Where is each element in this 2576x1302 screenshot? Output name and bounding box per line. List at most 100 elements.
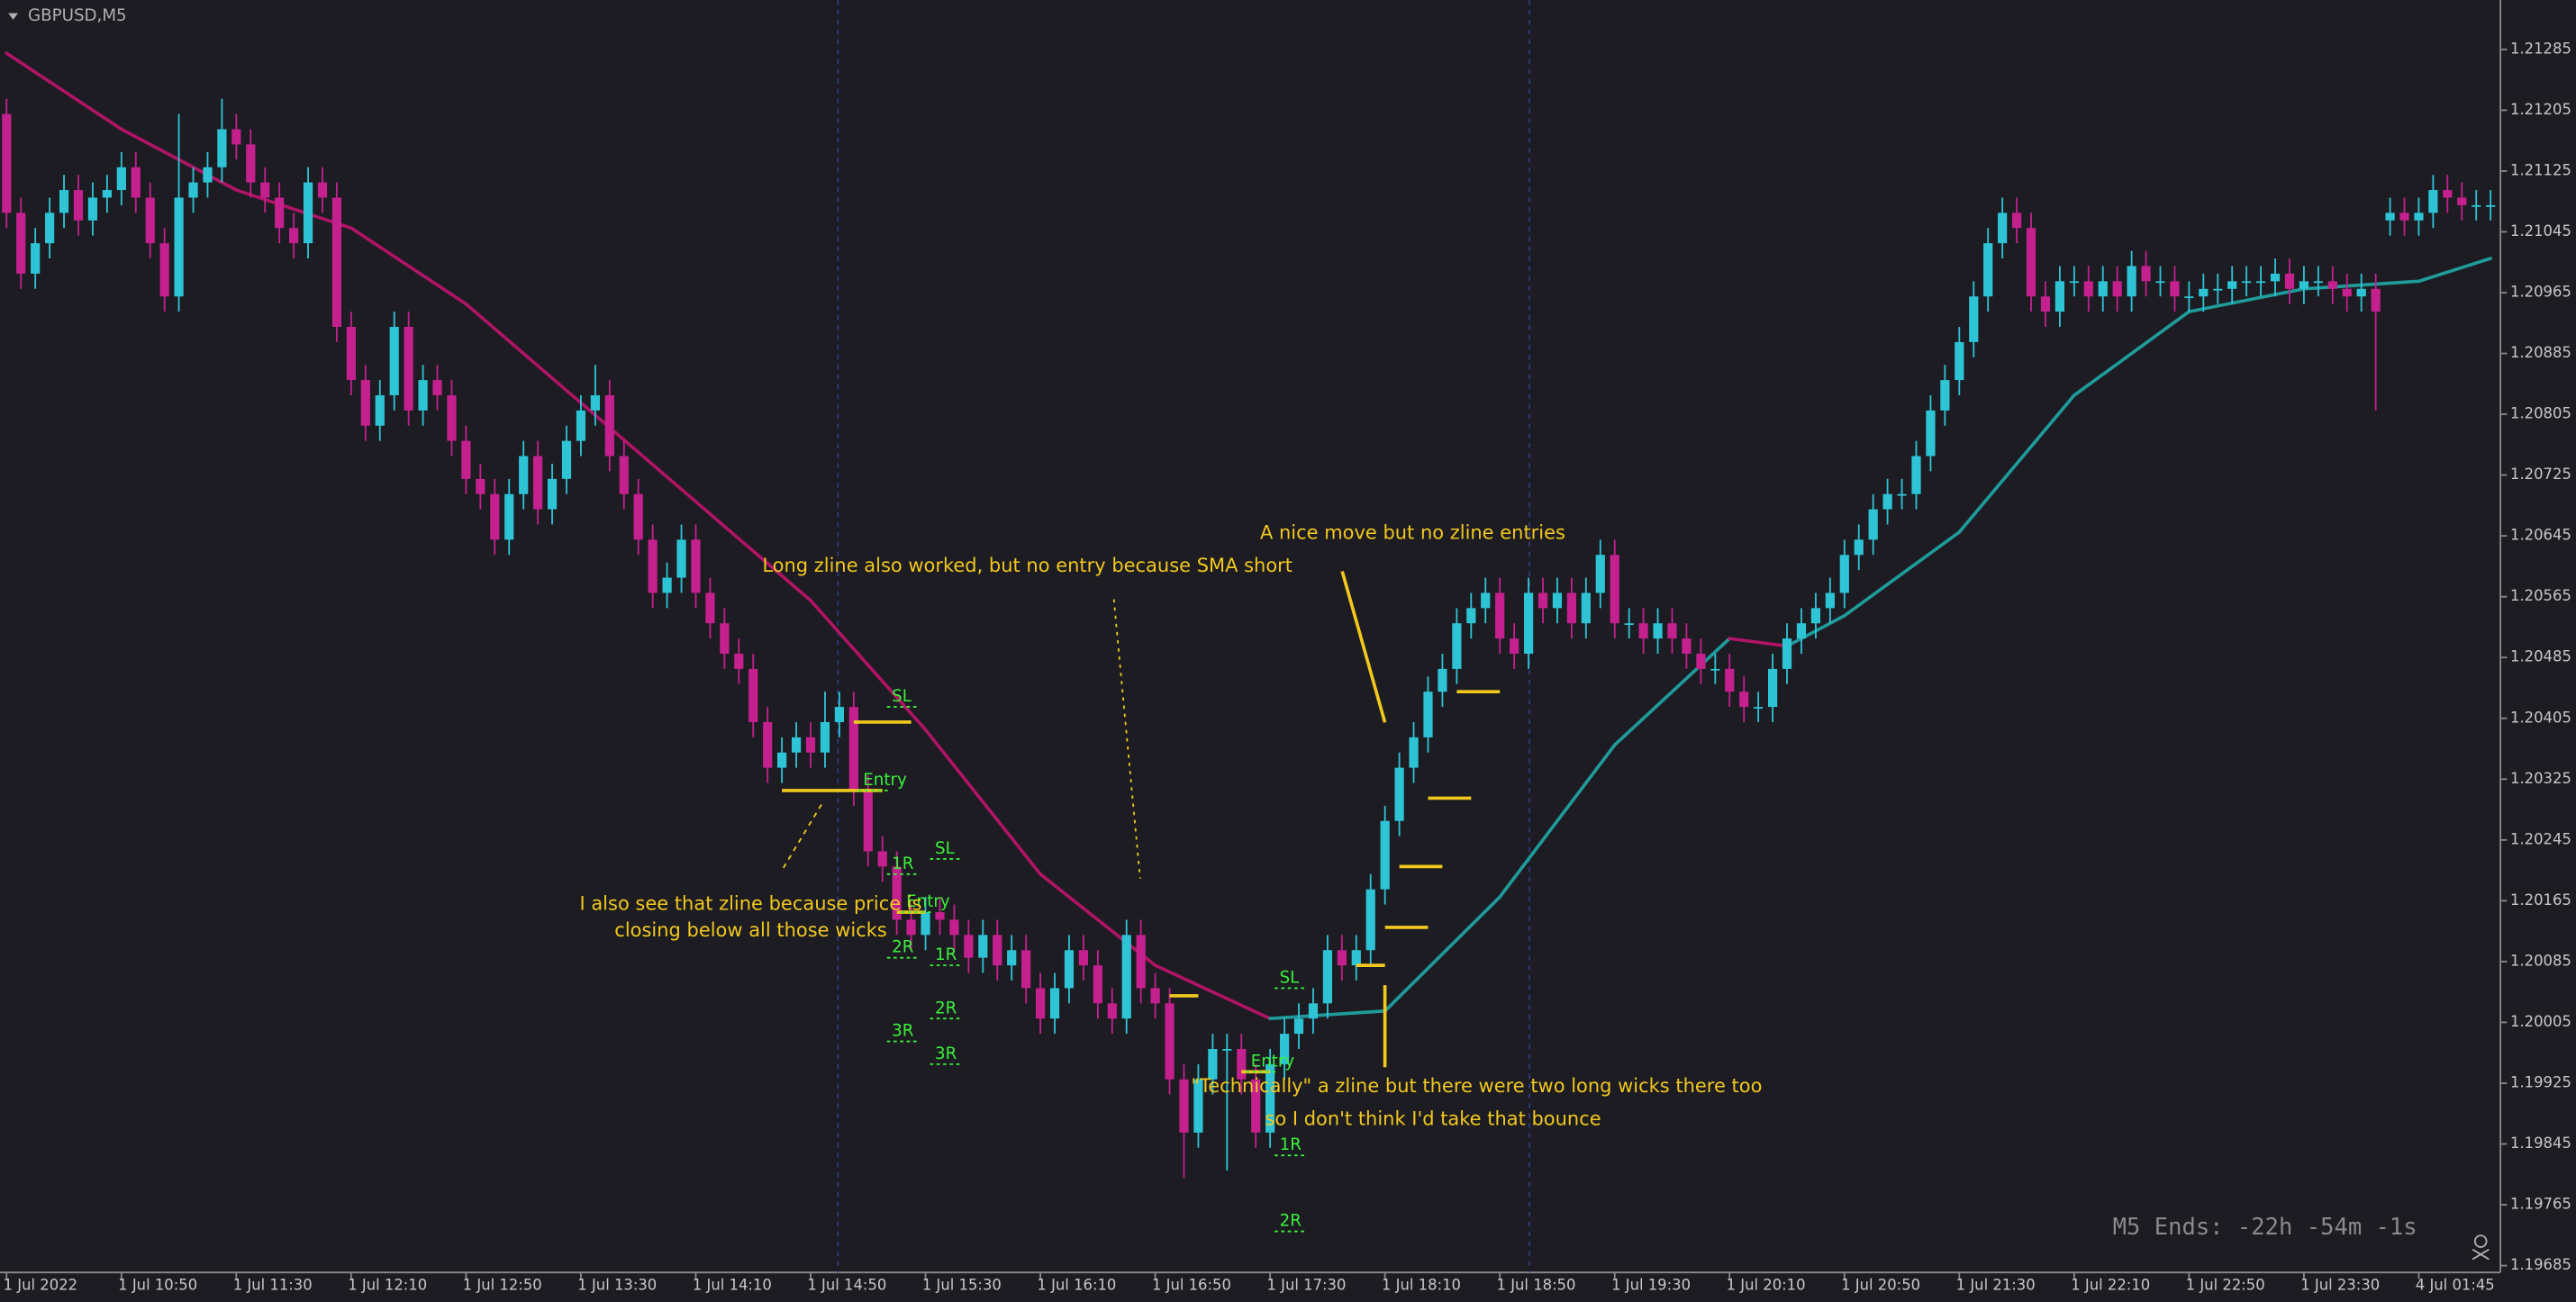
trade-label: 2R — [892, 938, 914, 957]
trade-label: 1R — [892, 854, 914, 873]
candle-body — [1265, 1063, 1275, 1133]
x-tick-label: 1 Jul 18:50 — [1497, 1276, 1576, 1293]
candle-body — [791, 737, 802, 753]
y-tick-label: 1.20085 — [2510, 952, 2571, 969]
candle-body — [1667, 623, 1677, 639]
candle-body — [217, 129, 227, 167]
candle-body — [246, 144, 256, 183]
candle-body — [1293, 1018, 1304, 1035]
candle-body — [1782, 638, 1792, 669]
candle-body — [1510, 638, 1519, 655]
candle-body — [1969, 296, 1979, 342]
candle-body — [604, 394, 614, 457]
candle-body — [906, 919, 916, 936]
candle-body — [935, 912, 945, 920]
x-tick-label: 1 Jul 20:50 — [1841, 1276, 1920, 1293]
candle-body — [1279, 1034, 1290, 1064]
candle-body — [131, 167, 141, 198]
candle-body — [418, 380, 428, 411]
candle-body — [360, 380, 370, 426]
candle-body — [892, 866, 902, 920]
candle-body — [159, 243, 169, 297]
dropdown-icon[interactable] — [8, 13, 19, 20]
trade-label: 1R — [935, 945, 957, 964]
y-tick-label: 1.20325 — [2510, 770, 2571, 787]
x-tick-label: 1 Jul 2022 — [4, 1276, 77, 1293]
x-tick-label: 1 Jul 16:10 — [1037, 1276, 1116, 1293]
y-tick-label: 1.19925 — [2510, 1073, 2571, 1090]
candle-body — [504, 493, 514, 540]
candle-body — [1682, 638, 1692, 655]
annotation-arrow — [1340, 571, 1387, 723]
candle-body — [2026, 228, 2036, 297]
candle-body — [2428, 190, 2438, 213]
candle-body — [1409, 737, 1419, 768]
y-tick-label: 1.20725 — [2510, 466, 2571, 483]
candle-body — [346, 327, 356, 381]
candle-body — [476, 478, 485, 494]
trade-icon[interactable] — [2472, 1234, 2490, 1261]
sma-segment — [923, 728, 1042, 876]
candle-body — [1825, 592, 1835, 609]
sma-segment — [349, 226, 468, 306]
y-tick-label: 1.21285 — [2510, 40, 2571, 57]
candle-body — [820, 721, 830, 753]
y-tick-label: 1.19765 — [2510, 1196, 2571, 1213]
plot-layer: SL Entry 1R SL Entry 2R 1R 2R 3R 3R SL Entry 1R 2R — [2, 51, 2496, 1233]
candle-body — [1035, 988, 1046, 1019]
candle-body — [734, 654, 744, 669]
candle-body — [317, 182, 328, 198]
sma-segment — [2073, 310, 2191, 397]
candle-body — [490, 493, 500, 540]
sma-segment — [1383, 895, 1502, 1013]
candle-body — [2083, 281, 2093, 297]
candle-body — [1911, 456, 1921, 494]
candle-body — [2385, 212, 2395, 221]
y-tick-label: 1.21125 — [2510, 161, 2571, 178]
candle-body — [1495, 592, 1505, 639]
candle-body — [993, 935, 1002, 966]
candle-body — [1581, 592, 1591, 624]
y-tick-label: 1.20885 — [2510, 344, 2571, 361]
candle-body — [561, 440, 572, 479]
candle-body — [1610, 555, 1619, 624]
candle-body — [1624, 623, 1634, 626]
x-tick-label: 1 Jul 12:50 — [463, 1276, 542, 1293]
annotation: I also see that zline because price is — [579, 893, 921, 915]
symbol-title: GBPUSD,M5 — [28, 6, 127, 25]
x-tick-label: 1 Jul 22:10 — [2071, 1276, 2150, 1293]
candle-body — [188, 182, 198, 198]
candle-body — [203, 167, 213, 183]
sma-segment — [1957, 393, 2076, 534]
candle-body — [2040, 296, 2051, 312]
candle-body — [432, 380, 442, 395]
candle-body — [834, 707, 845, 722]
trade-label: SL — [892, 687, 912, 706]
candle-body — [2127, 266, 2136, 297]
sma-segment — [694, 500, 812, 602]
candle-body — [978, 935, 988, 958]
y-tick-label: 1.20405 — [2510, 709, 2571, 726]
candle-body — [2399, 212, 2409, 221]
candle-body — [648, 539, 658, 593]
candle-body — [1093, 965, 1102, 1004]
sma-segment — [1039, 872, 1157, 967]
candle-body — [1452, 623, 1462, 669]
annotation-pointer — [1112, 599, 1141, 879]
candle-body — [1926, 410, 1936, 457]
candle-body — [59, 190, 69, 213]
candle-body — [174, 197, 184, 297]
sma-segment — [1728, 637, 1789, 648]
candle-body — [2284, 273, 2295, 289]
y-tick-label: 1.20965 — [2510, 284, 2571, 301]
candle-body — [1739, 692, 1749, 708]
candle-body — [777, 752, 787, 768]
candle-body — [1165, 1003, 1175, 1080]
y-tick-label: 1.20245 — [2510, 830, 2571, 847]
candle-body — [1208, 1048, 1218, 1080]
candle-body — [1466, 608, 1476, 624]
sma-segment — [234, 188, 353, 231]
candle-body — [2457, 197, 2467, 205]
candle-body — [2227, 281, 2237, 289]
